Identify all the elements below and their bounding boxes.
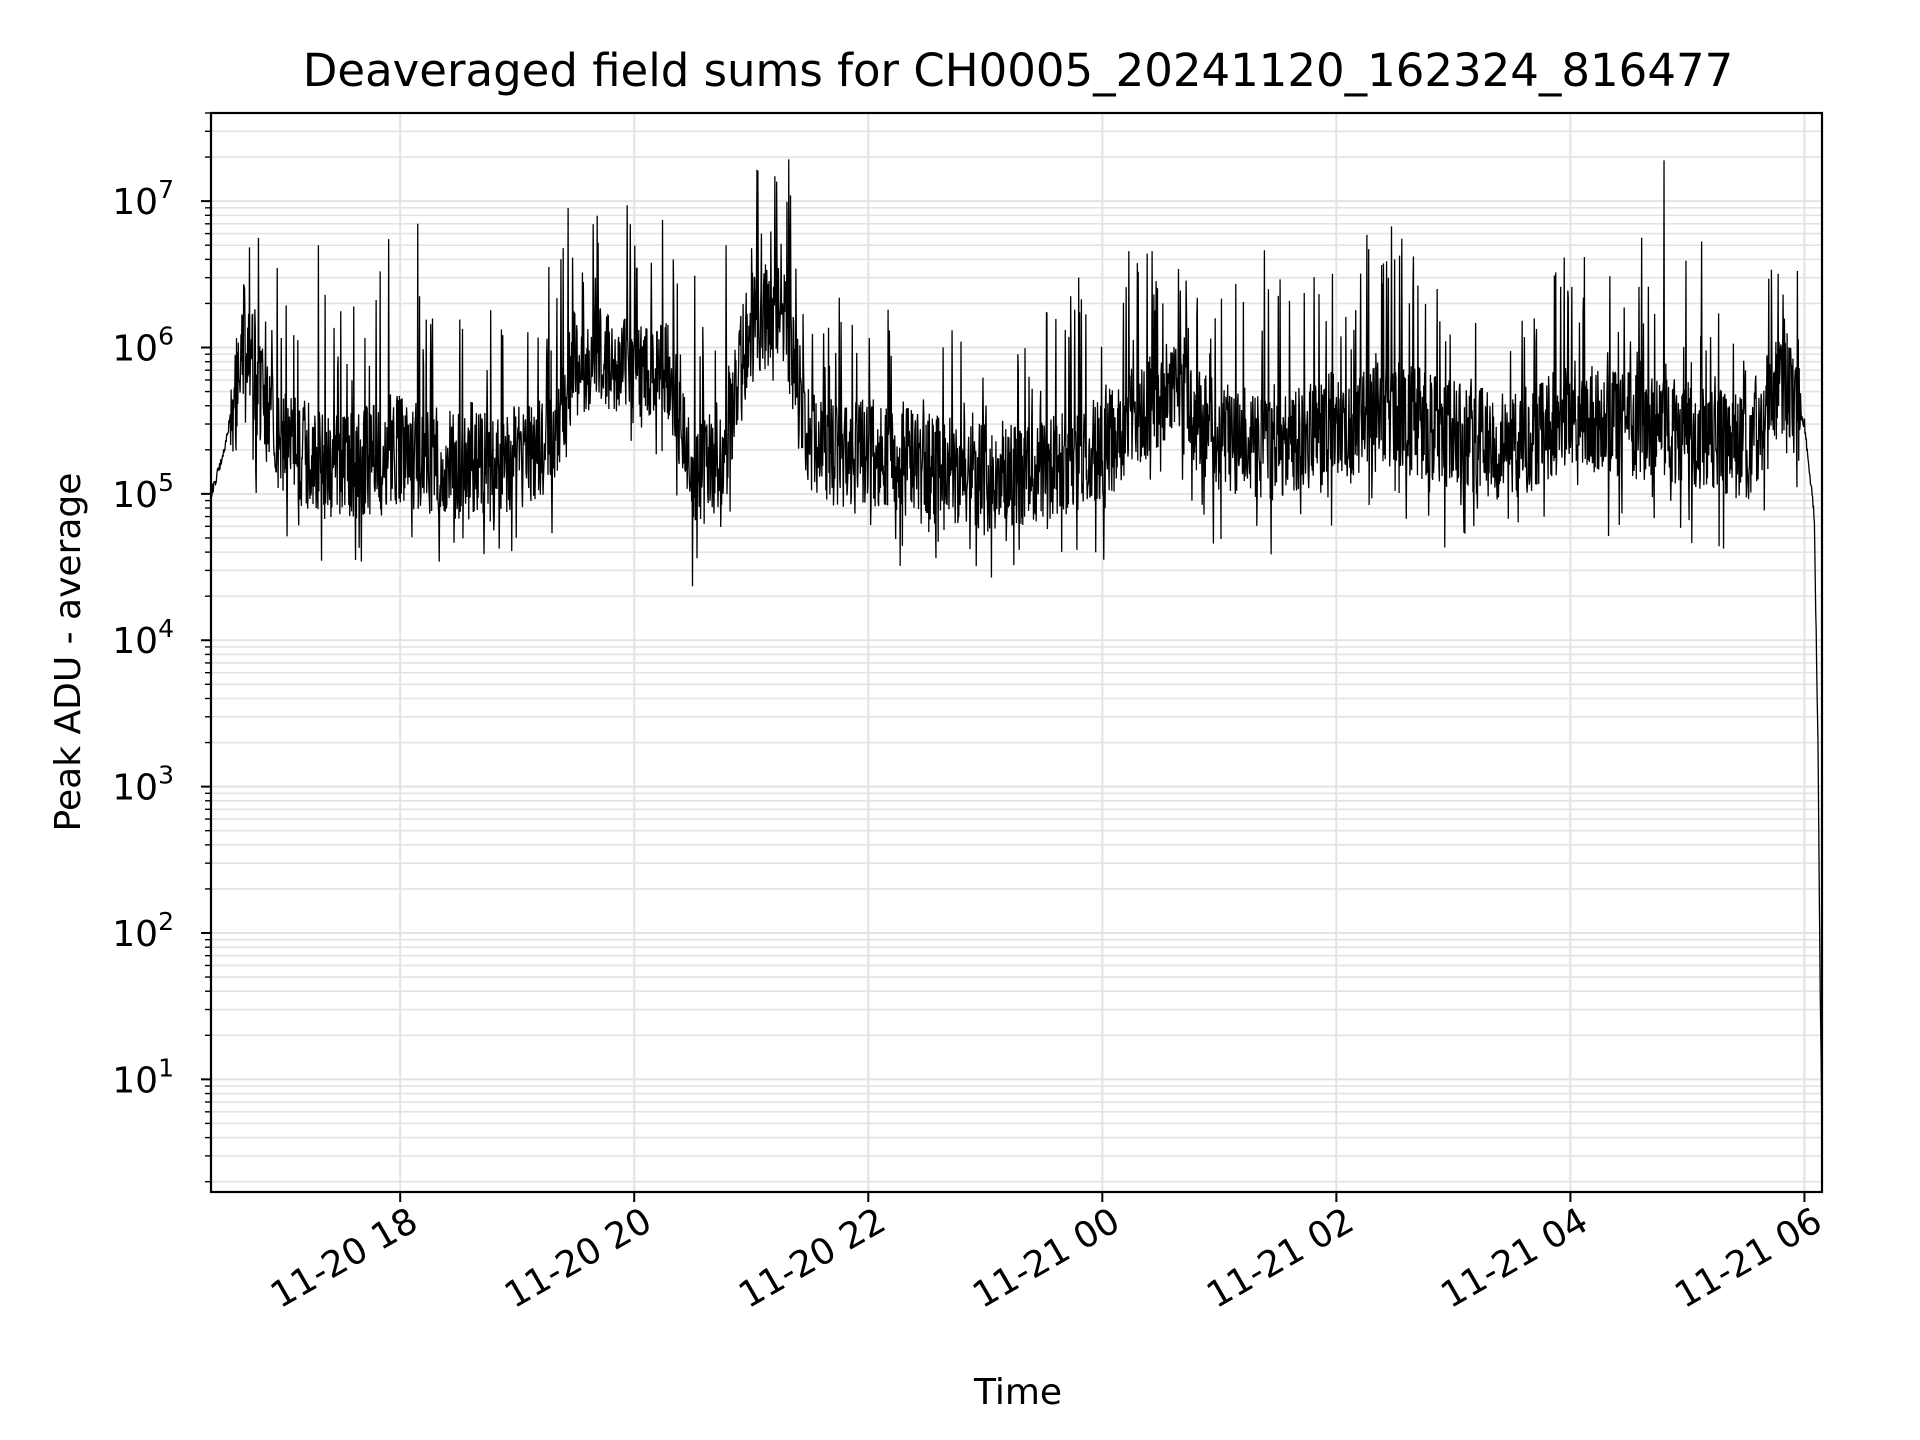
y-tick-label: 107 <box>112 175 174 223</box>
chart-title: Deaveraged field sums for CH0005_2024112… <box>303 44 1733 97</box>
y-axis-ticks: 101 102 103 104 105 106 107 <box>112 112 211 1183</box>
y-tick-label: 106 <box>112 321 174 369</box>
y-axis-label: Peak ADU - average <box>48 473 89 832</box>
y-tick-label: 105 <box>112 468 174 516</box>
y-tick-label: 104 <box>112 614 174 662</box>
y-tick-label: 101 <box>112 1053 174 1101</box>
plot-frame <box>209 111 1824 1194</box>
y-tick-label: 102 <box>112 907 174 955</box>
y-tick-label: 103 <box>112 761 174 809</box>
plot-area <box>211 113 1822 1192</box>
x-axis-label: Time <box>973 1372 1062 1413</box>
series-line <box>211 159 1822 1140</box>
plot-data-group <box>211 159 1822 1140</box>
